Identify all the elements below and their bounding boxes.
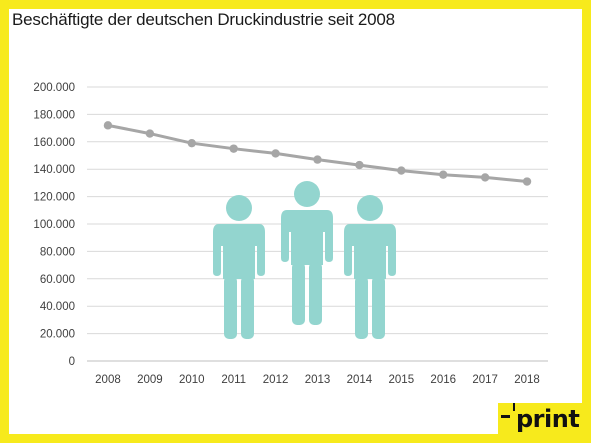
data-point [397, 166, 406, 175]
y-tick-label: 120.000 [33, 192, 75, 204]
y-tick-label: 160.000 [33, 137, 75, 149]
y-tick-label: 60.000 [40, 274, 75, 286]
data-point [480, 173, 490, 182]
y-tick-label: 140.000 [33, 164, 75, 176]
x-tick-label: 2012 [263, 374, 289, 386]
people-illustration [213, 181, 396, 339]
person-icon [213, 195, 265, 339]
y-tick-label: 20.000 [40, 329, 75, 341]
data-point [522, 177, 532, 186]
y-tick-label: 100.000 [33, 219, 75, 231]
data-point [103, 121, 113, 130]
logo-text: print [516, 405, 580, 433]
y-tick-label: 180.000 [33, 109, 75, 121]
logo-tick [513, 403, 515, 411]
series-line [107, 123, 528, 183]
print-logo: print [498, 403, 586, 437]
data-point [229, 144, 238, 153]
person-icon [281, 181, 333, 325]
x-tick-label: 2008 [95, 374, 121, 386]
x-tick-label: 2016 [430, 374, 456, 386]
y-tick-label: 40.000 [40, 301, 75, 313]
data-point [355, 160, 364, 170]
data-point [271, 149, 280, 158]
x-tick-label: 2018 [514, 374, 540, 386]
x-axis-ticks: 2008 2009 2010 2011 2012 2013 2014 2015 2016 2017… [95, 374, 540, 386]
x-tick-label: 2017 [472, 374, 498, 386]
x-tick-label: 2014 [347, 374, 373, 386]
x-tick-label: 2011 [221, 374, 246, 386]
data-point [187, 138, 196, 148]
chart-title: Beschäftigte der deutschen Druckindustri… [12, 10, 395, 29]
logo-dash [501, 415, 510, 418]
x-tick-label: 2015 [389, 374, 415, 386]
y-tick-label: 0 [69, 356, 75, 368]
data-point [313, 155, 322, 164]
x-tick-label: 2010 [179, 374, 205, 386]
y-axis-ticks: 0 20.000 40.000 60.000 80.000 100.000 120.000 1… [33, 82, 75, 368]
x-tick-label: 2013 [305, 374, 331, 386]
x-tick-label: 2009 [137, 374, 163, 386]
person-icon [344, 195, 396, 339]
series-layer [103, 121, 532, 186]
y-tick-label: 80.000 [40, 246, 75, 258]
y-tick-label: 200.000 [33, 82, 75, 94]
data-point [439, 170, 448, 179]
data-point [145, 129, 155, 138]
